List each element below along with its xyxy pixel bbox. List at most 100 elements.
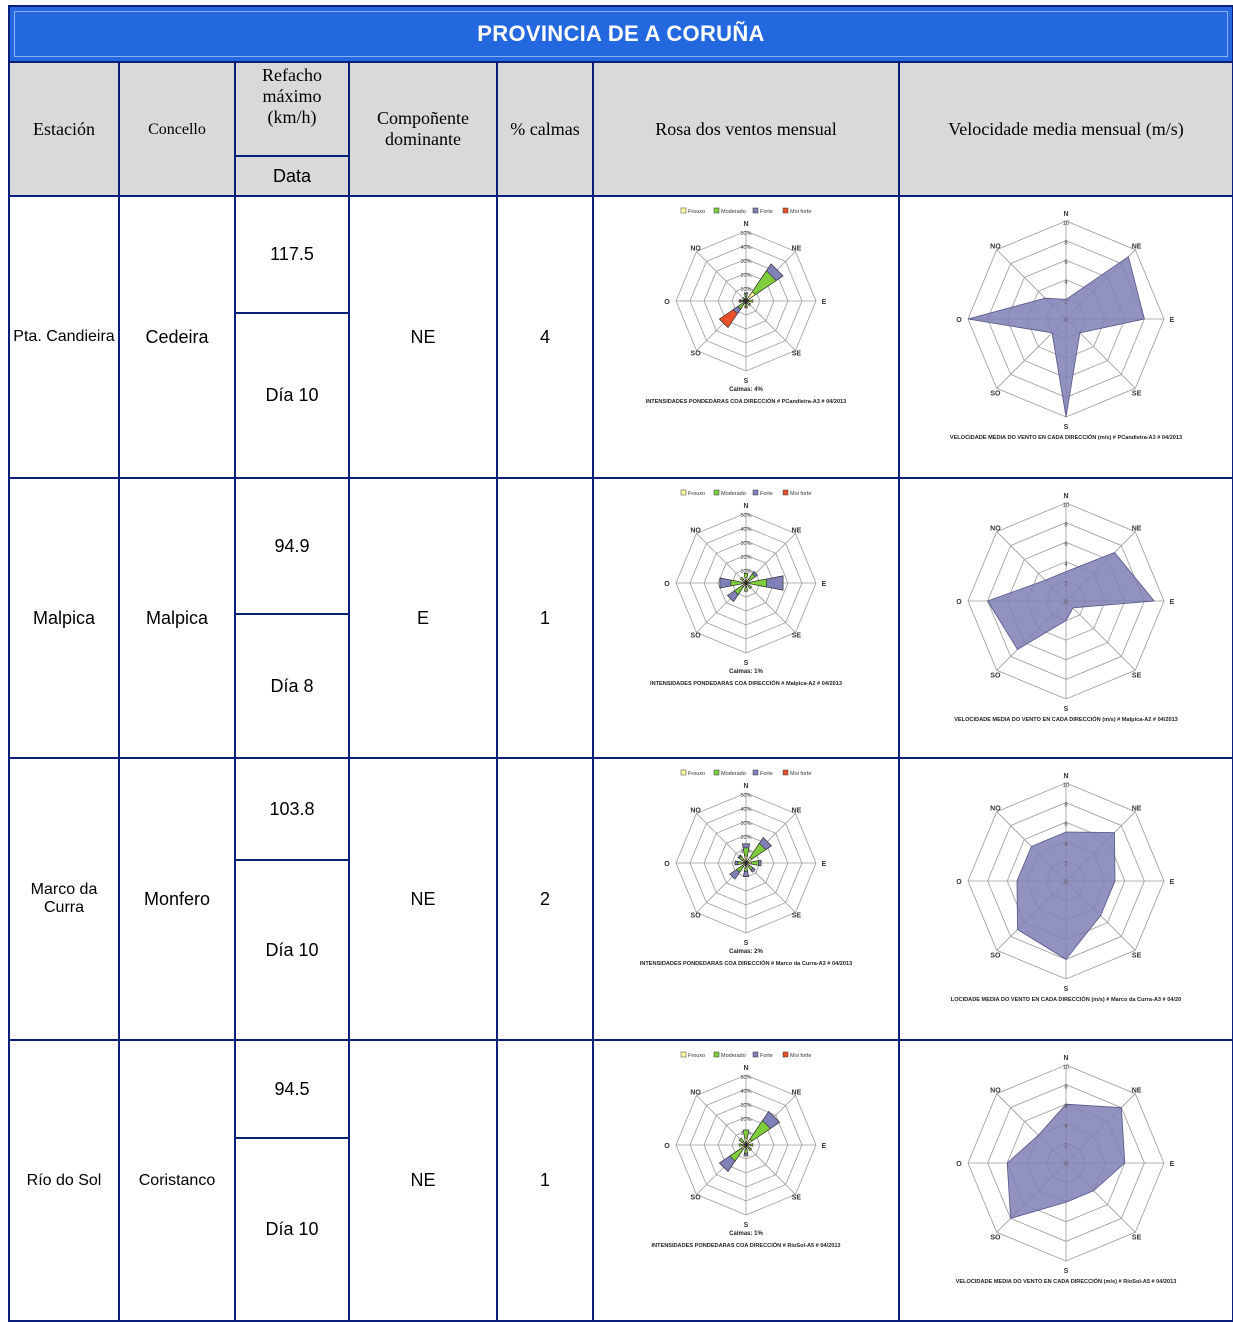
speed-ring-label: 10: [1063, 783, 1070, 789]
direction-label-n: N: [743, 1065, 748, 1072]
legend-label: Moi forte: [790, 209, 811, 215]
wind-rose-cell: Frouxo Moderado Forte Moi forte 10% 20% 30% 40%…: [592, 477, 900, 759]
ring-label: 40%: [740, 807, 751, 813]
speed-chart-cell: 0 2 4 6 8 10 N NE E SE S SO O NO LOCIDADE MEDIA DO VEN…: [897, 757, 1233, 1041]
rose-petal-o: [741, 861, 747, 865]
rose-caption: INTENSIDADES PONDEDARAS COA DIRECCIÓN # …: [651, 1241, 840, 1249]
grid-spoke: [745, 582, 796, 633]
ring-label: 30%: [740, 1103, 751, 1109]
rose-petal-s: [745, 300, 747, 304]
direction-label-e: E: [822, 861, 827, 868]
ring-label: 30%: [740, 821, 751, 827]
grid-spoke: [745, 862, 796, 913]
direction-label-se: SE: [1132, 952, 1142, 959]
rose-petal-e: [745, 581, 751, 585]
direction-label-s: S: [1064, 1268, 1069, 1275]
speed-ring-label: 4: [1064, 842, 1068, 848]
direction-label-so: SO: [691, 633, 702, 640]
speed-ring-label: 0: [1064, 1162, 1068, 1168]
legend-swatch: [680, 769, 687, 776]
legend-label: Forte: [760, 491, 773, 497]
rose-petal-no: [743, 298, 747, 302]
legend-label: Moi forte: [790, 771, 811, 777]
speed-ring-label: 2: [1064, 1143, 1068, 1149]
direction-label-s: S: [744, 1222, 749, 1229]
rose-petal-s: [744, 582, 748, 588]
legend-swatch: [713, 207, 720, 214]
grid-spoke: [696, 533, 747, 584]
speed-chart-cell: 0 2 4 6 8 10 N NE E SE S SO O NO VELOCIDADE MEDIA DO V…: [897, 1039, 1233, 1322]
rose-caption: INTENSIDADES PONDEDARAS COA DIRECCIÓN # …: [640, 959, 852, 967]
grid-spoke: [696, 1095, 747, 1146]
direction-label-se: SE: [792, 1195, 802, 1202]
speed-caption: VELOCIDADE MEDIA DO VENTO EN CADA DIRECC…: [950, 433, 1182, 441]
rose-petal-n: [744, 1137, 748, 1146]
rose-petal-n: [742, 1129, 750, 1146]
legend-swatch: [680, 207, 687, 214]
legend-swatch: [713, 1051, 720, 1058]
legend-swatch: [782, 489, 789, 496]
header-rosa: Rosa dos ventos mensual: [592, 61, 900, 197]
direction-label-ne: NE: [1132, 525, 1142, 532]
grid-spoke: [696, 813, 747, 864]
header-velocidade: Velocidade media mensual (m/s): [897, 61, 1233, 197]
rose-petal-se: [745, 1144, 750, 1149]
speed-ring-label: 10: [1063, 503, 1070, 509]
speed-ring-label: 6: [1064, 1104, 1068, 1110]
max-gust-date: Día 8: [234, 613, 350, 759]
rose-petal-ne: [745, 579, 750, 584]
max-gust-date: Día 10: [234, 312, 350, 479]
max-gust-value: 103.8: [234, 757, 350, 861]
report-table-wrapper: PROVINCIA DE A CORUÑA Estación Concello …: [7, 5, 1233, 1322]
wind-rose-cell: Frouxo Moderado Forte Moi forte 10% 20% 30% 40%…: [592, 195, 900, 479]
rose-petal-no: [742, 859, 747, 864]
header-data: Data: [234, 155, 350, 197]
speed-ring-label: 8: [1064, 803, 1068, 809]
rose-petal-e: [745, 860, 759, 866]
speed-ring-label: 4: [1064, 280, 1068, 286]
speed-chart-cell: 0 2 4 6 8 10 N NE E SE S SO O NO VELOCIDADE MEDIA DO V…: [897, 477, 1233, 759]
speed-ring-label: 4: [1064, 1124, 1068, 1130]
direction-label-se: SE: [792, 913, 802, 920]
legend-label: Moderado: [721, 209, 746, 215]
rose-petal-so: [743, 300, 747, 304]
calmas-label: Calmas: 4%: [729, 387, 763, 393]
speed-ring-label: 10: [1063, 221, 1070, 227]
direction-label-e: E: [822, 299, 827, 306]
direction-label-s: S: [1064, 424, 1069, 431]
speed-chart-cell: 0 2 4 6 8 10 N NE E SE S SO O NO VELOCIDADE MEDIA DO V…: [897, 195, 1233, 479]
speed-ring-label: 8: [1064, 241, 1068, 247]
grid-spoke: [745, 300, 796, 351]
legend-label: Frouxo: [688, 209, 705, 215]
direction-label-so: SO: [691, 1195, 702, 1202]
grid-spoke: [745, 1144, 796, 1195]
legend-swatch: [713, 489, 720, 496]
direction-label-ne: NE: [792, 808, 802, 815]
legend-label: Moi forte: [790, 491, 811, 497]
direction-label-s: S: [744, 940, 749, 947]
rose-petal-o: [741, 1143, 747, 1147]
header-componente: Compoñente dominante: [348, 61, 498, 197]
rose-petal-ne: [745, 291, 756, 302]
speed-radar-chart: 0 2 4 6 8 10 N NE E SE S SO O NO LOCIDADE MEDIA DO VEN…: [951, 773, 1181, 1003]
grid-spoke: [1065, 600, 1136, 671]
speed-radar-chart: 0 2 4 6 8 10 N NE E SE S SO O NO VELOCIDADE MEDIA DO V…: [950, 211, 1182, 441]
legend-label: Moderado: [721, 491, 746, 497]
calmas-label: Calmas: 1%: [729, 669, 763, 675]
legend-label: Frouxo: [688, 1053, 705, 1059]
speed-ring-label: 2: [1064, 861, 1068, 867]
direction-label-no: NO: [690, 528, 701, 535]
direction-label-e: E: [1170, 317, 1175, 324]
rose-petal-o: [730, 579, 747, 587]
station-name: Pta. Candieira: [8, 195, 120, 479]
rose-petal-ne: [745, 1138, 753, 1146]
rose-petal-e: [745, 1143, 751, 1147]
dominant-component: NE: [348, 1039, 498, 1322]
rose-petal-no: [742, 579, 747, 584]
speed-ring-label: 8: [1064, 523, 1068, 529]
legend-swatch: [713, 769, 720, 776]
calmas-label: Calmas: 1%: [729, 1231, 763, 1237]
station-table: PROVINCIA DE A CORUÑA Estación Concello …: [7, 5, 1233, 1322]
ring-label: 30%: [740, 541, 751, 547]
station-name: Malpica: [8, 477, 120, 759]
